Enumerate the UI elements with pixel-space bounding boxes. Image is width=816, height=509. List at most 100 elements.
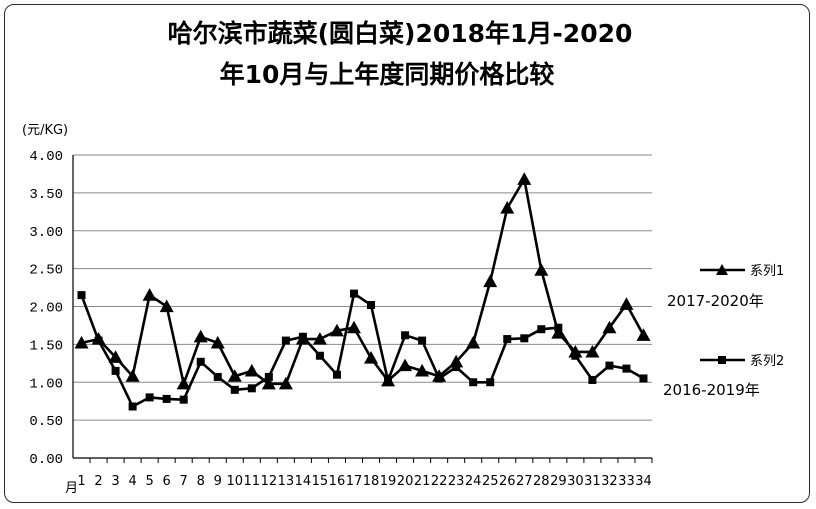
- y-tick-label: 1.00: [29, 376, 63, 392]
- x-tick-label: 5: [145, 474, 153, 489]
- series-2-point: [588, 375, 597, 384]
- x-tick-label: 2: [94, 474, 102, 489]
- series-2-point: [452, 363, 461, 372]
- x-tick-label: 11: [244, 474, 261, 489]
- series-2-point: [554, 323, 563, 332]
- series-1-point: [466, 335, 481, 349]
- series-1-point: [585, 344, 600, 358]
- series-2-point: [111, 366, 120, 375]
- legend-label-1: 系列1: [750, 264, 784, 279]
- x-tick-label: 3: [111, 474, 119, 489]
- x-tick-label: 28: [533, 474, 550, 489]
- series-1-point: [176, 376, 191, 390]
- x-tick-label: 6: [163, 474, 171, 489]
- series-2-point: [367, 300, 376, 309]
- x-tick-label: 8: [197, 474, 205, 489]
- x-tick-label: 32: [601, 474, 618, 489]
- x-tick-label: 15: [312, 474, 329, 489]
- y-tick-label: 0.50: [29, 414, 63, 430]
- y-tick-label: 1.50: [29, 338, 63, 354]
- y-tick-label: 3.50: [29, 187, 63, 203]
- series-2-point: [520, 334, 529, 343]
- series-2-point: [349, 289, 358, 298]
- series-2-point: [622, 364, 631, 373]
- series-2-point: [571, 351, 580, 360]
- series-2-point: [281, 336, 290, 345]
- series-2-point: [247, 384, 256, 393]
- chart-title-line2: 年10月与上年度同期价格比较: [220, 60, 555, 89]
- series-2-point: [639, 374, 648, 383]
- series-2-point: [145, 393, 154, 402]
- x-tick-label: 4: [128, 474, 136, 489]
- x-tick-label: 34: [635, 474, 652, 489]
- series-2-point: [162, 394, 171, 403]
- y-axis-unit-label: (元/KG): [22, 123, 68, 138]
- series-2-point: [264, 372, 273, 381]
- legend-marker-triangle: [716, 264, 728, 275]
- x-tick-label: 31: [584, 474, 601, 489]
- series-line-2: [80, 292, 645, 408]
- series-2-point: [332, 370, 341, 379]
- x-tick-label: 30: [567, 474, 584, 489]
- series-1-point: [74, 335, 89, 349]
- x-axis-prefix-label: 月: [65, 481, 78, 496]
- x-tick-label: 7: [180, 474, 188, 489]
- series-1-point: [483, 274, 498, 288]
- series-2-point: [128, 402, 137, 411]
- x-tick-label: 13: [278, 474, 295, 489]
- x-tick-label: 20: [397, 474, 414, 489]
- series-1-point: [244, 363, 259, 377]
- x-tick-label: 21: [414, 474, 431, 489]
- series-2-point: [230, 385, 239, 394]
- series-2-point: [469, 378, 478, 387]
- series-1-point: [278, 376, 293, 390]
- y-tick-label: 2.50: [29, 263, 63, 279]
- x-tick-label: 12: [261, 474, 278, 489]
- series-1-point: [500, 201, 515, 214]
- series-2-point: [94, 336, 103, 345]
- series-1-point: [534, 263, 549, 276]
- period-label-2: 2016-2019年: [663, 381, 760, 399]
- y-tick-label: 2.00: [29, 301, 63, 317]
- series-1-point: [517, 172, 532, 185]
- series-1-point: [108, 350, 123, 363]
- y-tick-label: 4.00: [29, 149, 63, 165]
- series-2-point: [503, 335, 512, 344]
- series-2-point: [315, 351, 324, 360]
- x-tick-label: 23: [448, 474, 465, 489]
- x-tick-label: 24: [465, 474, 482, 489]
- y-tick-label: 3.00: [29, 225, 63, 241]
- y-tick-label: 0.00: [29, 452, 63, 468]
- x-tick-label: 19: [380, 474, 397, 489]
- series-2-point: [384, 376, 393, 385]
- series-2-point: [213, 372, 222, 381]
- x-tick-label: 16: [329, 474, 346, 489]
- series-2-point: [196, 357, 205, 366]
- x-tick-label: 1: [77, 474, 85, 489]
- period-label-1: 2017-2020年: [667, 292, 764, 310]
- x-tick-label: 18: [363, 474, 380, 489]
- x-tick-label: 27: [516, 474, 533, 489]
- series-1-point: [142, 288, 157, 301]
- x-tick-label: 25: [482, 474, 499, 489]
- series-line-1: [81, 177, 645, 386]
- series-1-point: [398, 358, 413, 372]
- series-1-point: [210, 335, 225, 349]
- x-tick-label: 29: [550, 474, 567, 489]
- series-1-point: [364, 351, 379, 364]
- series-2-point: [418, 336, 427, 345]
- x-tick-label: 9: [214, 474, 222, 489]
- x-tick-label: 10: [227, 474, 244, 489]
- series-2-point: [298, 332, 307, 341]
- series-1-point: [312, 332, 327, 345]
- series-2-point: [537, 325, 546, 334]
- series-2-point: [605, 361, 614, 370]
- series-1-point: [261, 376, 276, 390]
- legend-label-2: 系列2: [750, 354, 784, 369]
- x-tick-label: 17: [346, 474, 363, 489]
- x-tick-label: 14: [295, 474, 312, 489]
- series-2-point: [486, 378, 495, 387]
- series-1-point: [636, 328, 651, 341]
- series-1-point: [329, 323, 344, 337]
- series-1-point: [125, 369, 140, 382]
